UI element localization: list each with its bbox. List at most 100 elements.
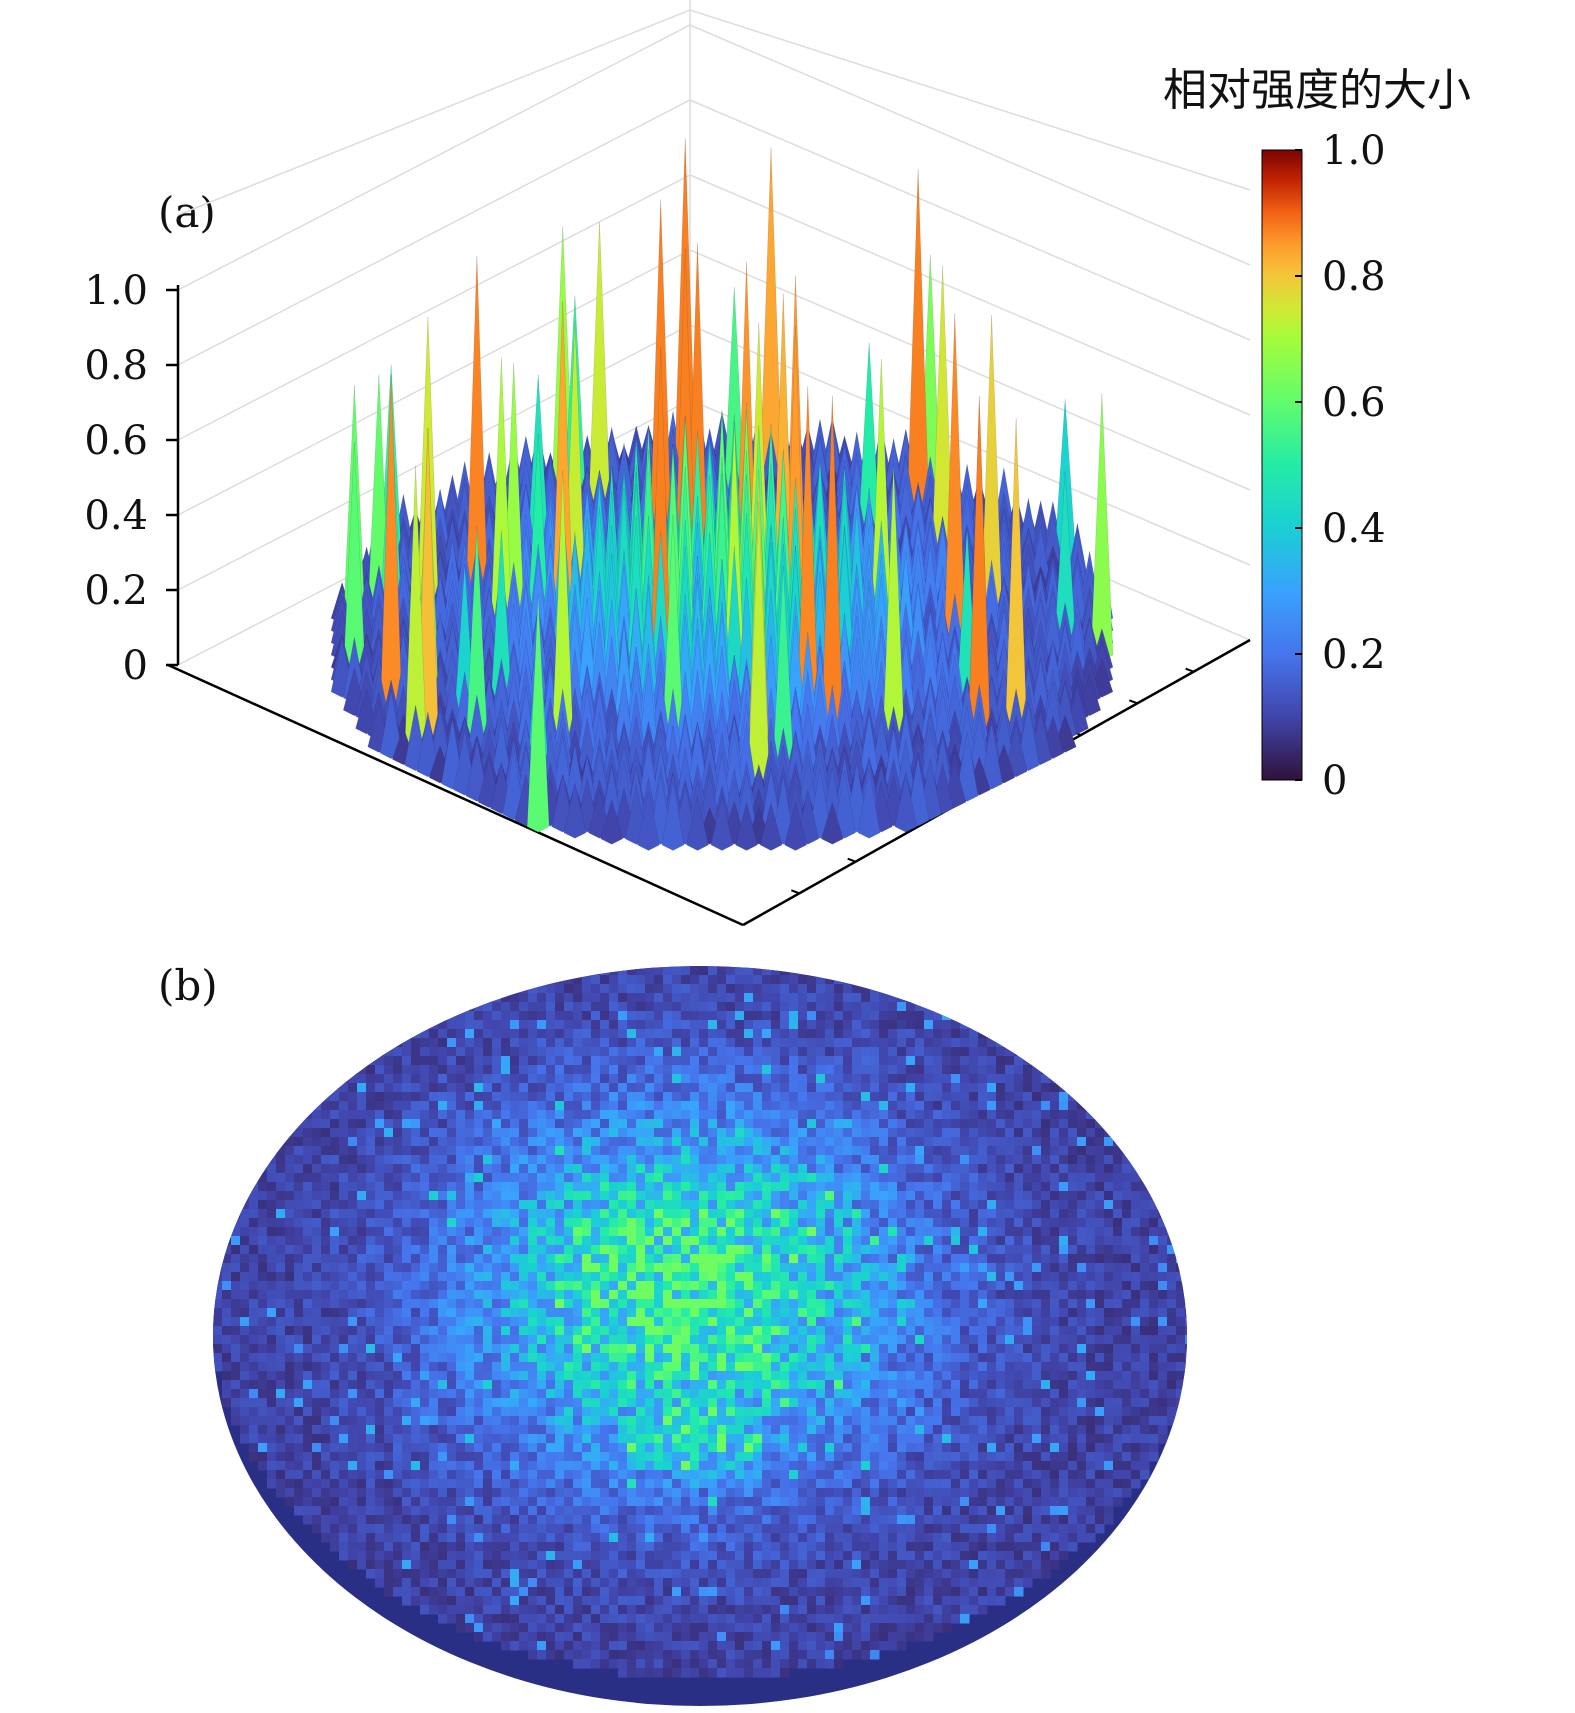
heatmap-cell — [672, 1254, 682, 1264]
heatmap-cell — [555, 1110, 565, 1120]
heatmap-cell — [618, 1245, 628, 1255]
heatmap-cell — [735, 1254, 745, 1264]
heatmap-cell — [330, 1128, 340, 1138]
heatmap-cell — [609, 1020, 619, 1030]
heatmap-cell — [573, 1137, 583, 1147]
heatmap-cell — [798, 1182, 808, 1192]
heatmap-cell — [798, 1245, 808, 1255]
heatmap-cell — [591, 1173, 601, 1183]
heatmap-cell — [807, 1101, 817, 1111]
heatmap-cell — [429, 1155, 439, 1165]
heatmap-cell — [528, 1200, 538, 1210]
heatmap-cell — [726, 1020, 736, 1030]
heatmap-cell — [1086, 1110, 1096, 1120]
heatmap-cell — [591, 1236, 601, 1246]
heatmap-cell — [474, 1065, 484, 1075]
heatmap-cell — [1041, 1218, 1051, 1228]
heatmap-cell — [564, 1155, 574, 1165]
heatmap-cell — [699, 966, 709, 976]
heatmap-cell — [465, 1002, 475, 1012]
heatmap-cell — [582, 975, 592, 985]
heatmap-cell — [1131, 1281, 1141, 1291]
heatmap-cell — [933, 1263, 943, 1273]
heatmap-cell — [825, 1020, 835, 1030]
heatmap-cell — [438, 1092, 448, 1102]
heatmap-cell — [384, 1011, 394, 1021]
heatmap-cell — [969, 1272, 979, 1282]
heatmap-cell — [663, 966, 673, 976]
heatmap-cell — [429, 1209, 439, 1219]
heatmap-cell — [942, 1281, 952, 1291]
heatmap-cell — [708, 1263, 718, 1273]
heatmap-cell — [888, 1254, 898, 1264]
heatmap-cell — [627, 1200, 637, 1210]
heatmap-cell — [672, 1173, 682, 1183]
heatmap-cell — [816, 1218, 826, 1228]
heatmap-cell — [861, 1038, 871, 1048]
heatmap-cell — [825, 1155, 835, 1165]
heatmap-cell — [348, 1065, 358, 1075]
heatmap-cell — [681, 1155, 691, 1165]
heatmap-cell — [699, 1092, 709, 1102]
heatmap-cell — [411, 1209, 421, 1219]
heatmap-cell — [663, 1119, 673, 1129]
heatmap-cell — [708, 984, 718, 994]
heatmap-cell — [402, 1101, 412, 1111]
heatmap-cell — [384, 1281, 394, 1291]
heatmap-cell — [591, 1281, 601, 1291]
heatmap-cell — [681, 1083, 691, 1093]
heatmap-cell — [987, 1191, 997, 1201]
heatmap-cell — [789, 1092, 799, 1102]
heatmap-cell — [960, 1002, 970, 1012]
heatmap-cell — [420, 1191, 430, 1201]
heatmap-cell — [501, 1191, 511, 1201]
heatmap-cell — [663, 1209, 673, 1219]
heatmap-cell — [420, 1281, 430, 1291]
heatmap-cell — [843, 966, 853, 976]
heatmap-cell — [249, 1182, 259, 1192]
heatmap-cell — [573, 1101, 583, 1111]
heatmap-cell — [663, 1101, 673, 1111]
heatmap-cell — [690, 1038, 700, 1048]
heatmap-cell — [1005, 1128, 1015, 1138]
heatmap-cell — [924, 1245, 934, 1255]
heatmap-cell — [942, 1200, 952, 1210]
heatmap-cell — [690, 1056, 700, 1066]
heatmap-cell — [240, 1191, 250, 1201]
heatmap-cell — [339, 1083, 349, 1093]
heatmap-cell — [807, 1218, 817, 1228]
heatmap-cell — [1032, 1146, 1042, 1156]
heatmap-cell — [249, 1218, 259, 1228]
heatmap-cell — [852, 1254, 862, 1264]
heatmap-cell — [1104, 1128, 1114, 1138]
heatmap-cell — [591, 1029, 601, 1039]
heatmap-cell — [465, 1218, 475, 1228]
heatmap-cell — [456, 1119, 466, 1129]
heatmap-cell — [834, 1101, 844, 1111]
heatmap-cell — [591, 984, 601, 994]
heatmap-cell — [654, 1236, 664, 1246]
heatmap-cell — [1023, 1173, 1033, 1183]
heatmap-cell — [1122, 1281, 1132, 1291]
heatmap-cell — [870, 1272, 880, 1282]
heatmap-cell — [384, 1110, 394, 1120]
heatmap-cell — [393, 1155, 403, 1165]
heatmap-cell — [645, 1254, 655, 1264]
heatmap-cell — [447, 1092, 457, 1102]
heatmap-cell — [1176, 1200, 1186, 1210]
heatmap-cell — [942, 1245, 952, 1255]
heatmap-cell — [285, 1227, 295, 1237]
heatmap-cell — [861, 1236, 871, 1246]
heatmap-cell — [915, 1083, 925, 1093]
heatmap-cell — [438, 1182, 448, 1192]
heatmap-cell — [375, 1182, 385, 1192]
heatmap-cell — [546, 1038, 556, 1048]
heatmap-cell — [393, 1200, 403, 1210]
heatmap-cell — [411, 1272, 421, 1282]
heatmap-cell — [348, 1254, 358, 1264]
heatmap-cell — [996, 1254, 1006, 1264]
heatmap-cell — [1140, 1128, 1150, 1138]
heatmap-cell — [654, 1191, 664, 1201]
heatmap-cell — [672, 1200, 682, 1210]
heatmap-cell — [888, 1200, 898, 1210]
